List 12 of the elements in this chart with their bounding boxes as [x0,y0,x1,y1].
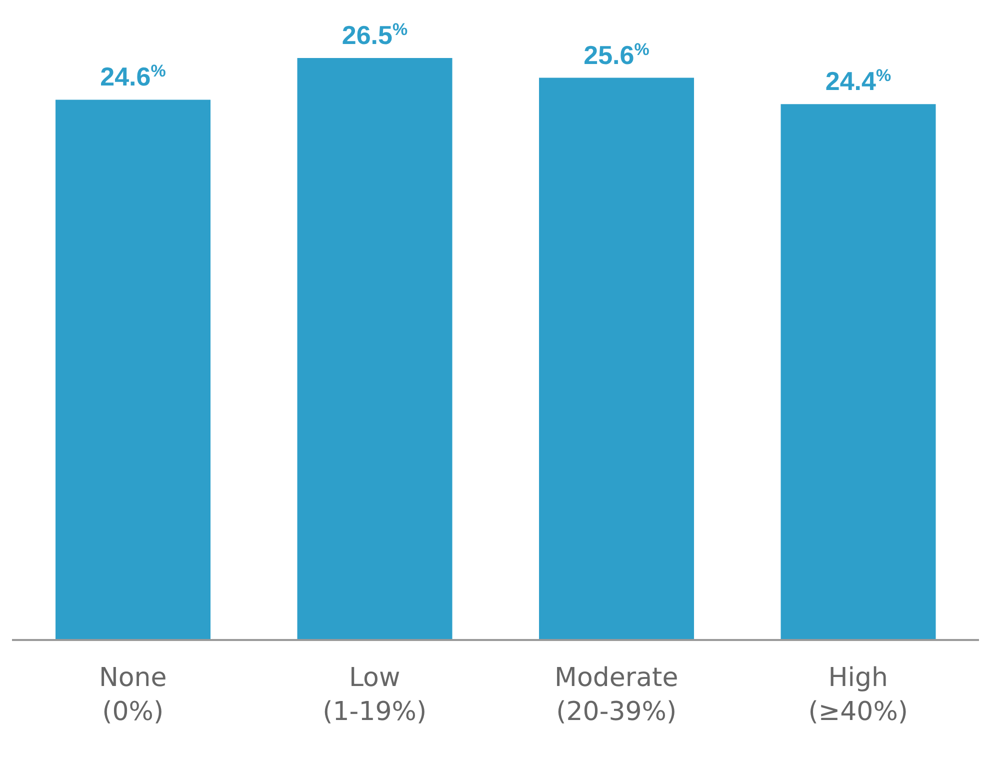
x-tick-label: Low (1-19%) [322,663,427,727]
data-label: 24.4$^{%}$ [825,66,892,96]
bar [56,100,211,640]
data-label: 24.6$^{%}$ [100,61,166,92]
x-tick-label: High (≥40%) [808,663,908,727]
bar [539,78,694,640]
data-label: 26.5$^{%}$ [342,20,408,50]
x-tick-label: None (0%) [98,663,167,727]
bar [297,58,452,640]
x-tick-label: Moderate (20-39%) [554,663,678,727]
data-label: 25.6$^{%}$ [584,39,650,70]
bar [780,104,936,640]
